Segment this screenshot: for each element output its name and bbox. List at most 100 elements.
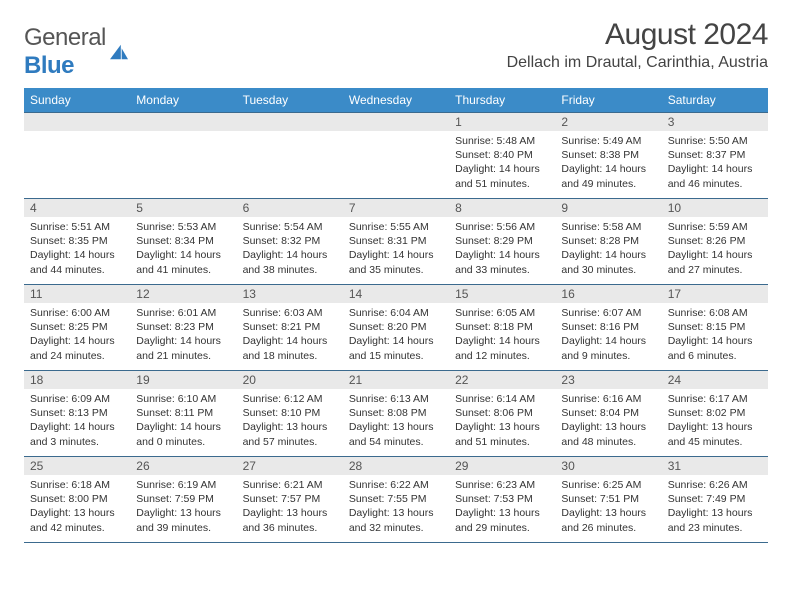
day-number: 4 — [24, 199, 130, 217]
day-details: Sunrise: 5:53 AMSunset: 8:34 PMDaylight:… — [130, 217, 236, 281]
calendar-cell: 20Sunrise: 6:12 AMSunset: 8:10 PMDayligh… — [237, 371, 343, 457]
day-details: Sunrise: 6:04 AMSunset: 8:20 PMDaylight:… — [343, 303, 449, 367]
calendar-cell: 5Sunrise: 5:53 AMSunset: 8:34 PMDaylight… — [130, 199, 236, 285]
day-number: 9 — [555, 199, 661, 217]
day-details: Sunrise: 5:48 AMSunset: 8:40 PMDaylight:… — [449, 131, 555, 195]
calendar-head: SundayMondayTuesdayWednesdayThursdayFrid… — [24, 88, 768, 113]
day-number-empty — [24, 113, 130, 131]
day-details: Sunrise: 6:14 AMSunset: 8:06 PMDaylight:… — [449, 389, 555, 453]
day-details: Sunrise: 6:01 AMSunset: 8:23 PMDaylight:… — [130, 303, 236, 367]
calendar-cell: 12Sunrise: 6:01 AMSunset: 8:23 PMDayligh… — [130, 285, 236, 371]
day-number: 5 — [130, 199, 236, 217]
day-details: Sunrise: 5:58 AMSunset: 8:28 PMDaylight:… — [555, 217, 661, 281]
calendar-cell: 25Sunrise: 6:18 AMSunset: 8:00 PMDayligh… — [24, 457, 130, 543]
weekday-header: Sunday — [24, 88, 130, 113]
calendar-cell — [130, 113, 236, 199]
day-details: Sunrise: 6:05 AMSunset: 8:18 PMDaylight:… — [449, 303, 555, 367]
calendar-cell: 31Sunrise: 6:26 AMSunset: 7:49 PMDayligh… — [662, 457, 768, 543]
calendar-cell: 16Sunrise: 6:07 AMSunset: 8:16 PMDayligh… — [555, 285, 661, 371]
calendar-cell — [237, 113, 343, 199]
day-number: 6 — [237, 199, 343, 217]
day-details: Sunrise: 6:12 AMSunset: 8:10 PMDaylight:… — [237, 389, 343, 453]
day-details: Sunrise: 6:13 AMSunset: 8:08 PMDaylight:… — [343, 389, 449, 453]
weekday-header: Tuesday — [237, 88, 343, 113]
day-number: 31 — [662, 457, 768, 475]
location-text: Dellach im Drautal, Carinthia, Austria — [507, 54, 768, 72]
day-number: 19 — [130, 371, 236, 389]
day-number-empty — [343, 113, 449, 131]
calendar-cell: 7Sunrise: 5:55 AMSunset: 8:31 PMDaylight… — [343, 199, 449, 285]
calendar-cell: 23Sunrise: 6:16 AMSunset: 8:04 PMDayligh… — [555, 371, 661, 457]
calendar-week-row: 25Sunrise: 6:18 AMSunset: 8:00 PMDayligh… — [24, 457, 768, 543]
day-details: Sunrise: 5:49 AMSunset: 8:38 PMDaylight:… — [555, 131, 661, 195]
day-number: 8 — [449, 199, 555, 217]
calendar-cell: 3Sunrise: 5:50 AMSunset: 8:37 PMDaylight… — [662, 113, 768, 199]
day-number: 10 — [662, 199, 768, 217]
calendar-cell: 10Sunrise: 5:59 AMSunset: 8:26 PMDayligh… — [662, 199, 768, 285]
calendar-cell: 22Sunrise: 6:14 AMSunset: 8:06 PMDayligh… — [449, 371, 555, 457]
calendar-cell: 2Sunrise: 5:49 AMSunset: 8:38 PMDaylight… — [555, 113, 661, 199]
day-details: Sunrise: 6:23 AMSunset: 7:53 PMDaylight:… — [449, 475, 555, 539]
day-number: 21 — [343, 371, 449, 389]
calendar-cell: 26Sunrise: 6:19 AMSunset: 7:59 PMDayligh… — [130, 457, 236, 543]
calendar-cell: 1Sunrise: 5:48 AMSunset: 8:40 PMDaylight… — [449, 113, 555, 199]
day-details: Sunrise: 5:59 AMSunset: 8:26 PMDaylight:… — [662, 217, 768, 281]
day-details: Sunrise: 6:21 AMSunset: 7:57 PMDaylight:… — [237, 475, 343, 539]
day-details: Sunrise: 5:55 AMSunset: 8:31 PMDaylight:… — [343, 217, 449, 281]
day-number-empty — [237, 113, 343, 131]
logo-text-1: General — [24, 24, 106, 51]
calendar-week-row: 4Sunrise: 5:51 AMSunset: 8:35 PMDaylight… — [24, 199, 768, 285]
day-number: 18 — [24, 371, 130, 389]
calendar-cell: 27Sunrise: 6:21 AMSunset: 7:57 PMDayligh… — [237, 457, 343, 543]
day-number: 1 — [449, 113, 555, 131]
day-number: 17 — [662, 285, 768, 303]
calendar-cell: 18Sunrise: 6:09 AMSunset: 8:13 PMDayligh… — [24, 371, 130, 457]
day-details: Sunrise: 6:00 AMSunset: 8:25 PMDaylight:… — [24, 303, 130, 367]
calendar-cell: 28Sunrise: 6:22 AMSunset: 7:55 PMDayligh… — [343, 457, 449, 543]
day-number: 13 — [237, 285, 343, 303]
day-details: Sunrise: 6:08 AMSunset: 8:15 PMDaylight:… — [662, 303, 768, 367]
month-title: August 2024 — [507, 18, 768, 52]
logo-text: General Blue — [24, 24, 106, 80]
day-number: 16 — [555, 285, 661, 303]
calendar-table: SundayMondayTuesdayWednesdayThursdayFrid… — [24, 88, 768, 543]
day-details: Sunrise: 6:09 AMSunset: 8:13 PMDaylight:… — [24, 389, 130, 453]
calendar-cell: 14Sunrise: 6:04 AMSunset: 8:20 PMDayligh… — [343, 285, 449, 371]
calendar-week-row: 11Sunrise: 6:00 AMSunset: 8:25 PMDayligh… — [24, 285, 768, 371]
logo: General Blue — [24, 24, 130, 80]
day-details: Sunrise: 6:22 AMSunset: 7:55 PMDaylight:… — [343, 475, 449, 539]
day-number: 12 — [130, 285, 236, 303]
day-details: Sunrise: 6:18 AMSunset: 8:00 PMDaylight:… — [24, 475, 130, 539]
calendar-cell: 6Sunrise: 5:54 AMSunset: 8:32 PMDaylight… — [237, 199, 343, 285]
day-number: 28 — [343, 457, 449, 475]
day-details: Sunrise: 6:25 AMSunset: 7:51 PMDaylight:… — [555, 475, 661, 539]
calendar-cell — [343, 113, 449, 199]
day-number: 26 — [130, 457, 236, 475]
calendar-week-row: 18Sunrise: 6:09 AMSunset: 8:13 PMDayligh… — [24, 371, 768, 457]
day-number: 11 — [24, 285, 130, 303]
day-details: Sunrise: 6:10 AMSunset: 8:11 PMDaylight:… — [130, 389, 236, 453]
calendar-week-row: 1Sunrise: 5:48 AMSunset: 8:40 PMDaylight… — [24, 113, 768, 199]
day-number: 23 — [555, 371, 661, 389]
weekday-header: Thursday — [449, 88, 555, 113]
calendar-cell: 8Sunrise: 5:56 AMSunset: 8:29 PMDaylight… — [449, 199, 555, 285]
day-number: 25 — [24, 457, 130, 475]
day-number: 24 — [662, 371, 768, 389]
logo-text-2: Blue — [24, 52, 74, 79]
weekday-row: SundayMondayTuesdayWednesdayThursdayFrid… — [24, 88, 768, 113]
day-number: 20 — [237, 371, 343, 389]
day-number: 14 — [343, 285, 449, 303]
calendar-body: 1Sunrise: 5:48 AMSunset: 8:40 PMDaylight… — [24, 113, 768, 543]
weekday-header: Monday — [130, 88, 236, 113]
day-details: Sunrise: 6:17 AMSunset: 8:02 PMDaylight:… — [662, 389, 768, 453]
day-number: 30 — [555, 457, 661, 475]
day-details: Sunrise: 6:07 AMSunset: 8:16 PMDaylight:… — [555, 303, 661, 367]
weekday-header: Saturday — [662, 88, 768, 113]
day-number: 7 — [343, 199, 449, 217]
day-number: 3 — [662, 113, 768, 131]
day-number: 15 — [449, 285, 555, 303]
calendar-cell: 17Sunrise: 6:08 AMSunset: 8:15 PMDayligh… — [662, 285, 768, 371]
calendar-cell: 13Sunrise: 6:03 AMSunset: 8:21 PMDayligh… — [237, 285, 343, 371]
day-details: Sunrise: 6:03 AMSunset: 8:21 PMDaylight:… — [237, 303, 343, 367]
day-details: Sunrise: 6:16 AMSunset: 8:04 PMDaylight:… — [555, 389, 661, 453]
